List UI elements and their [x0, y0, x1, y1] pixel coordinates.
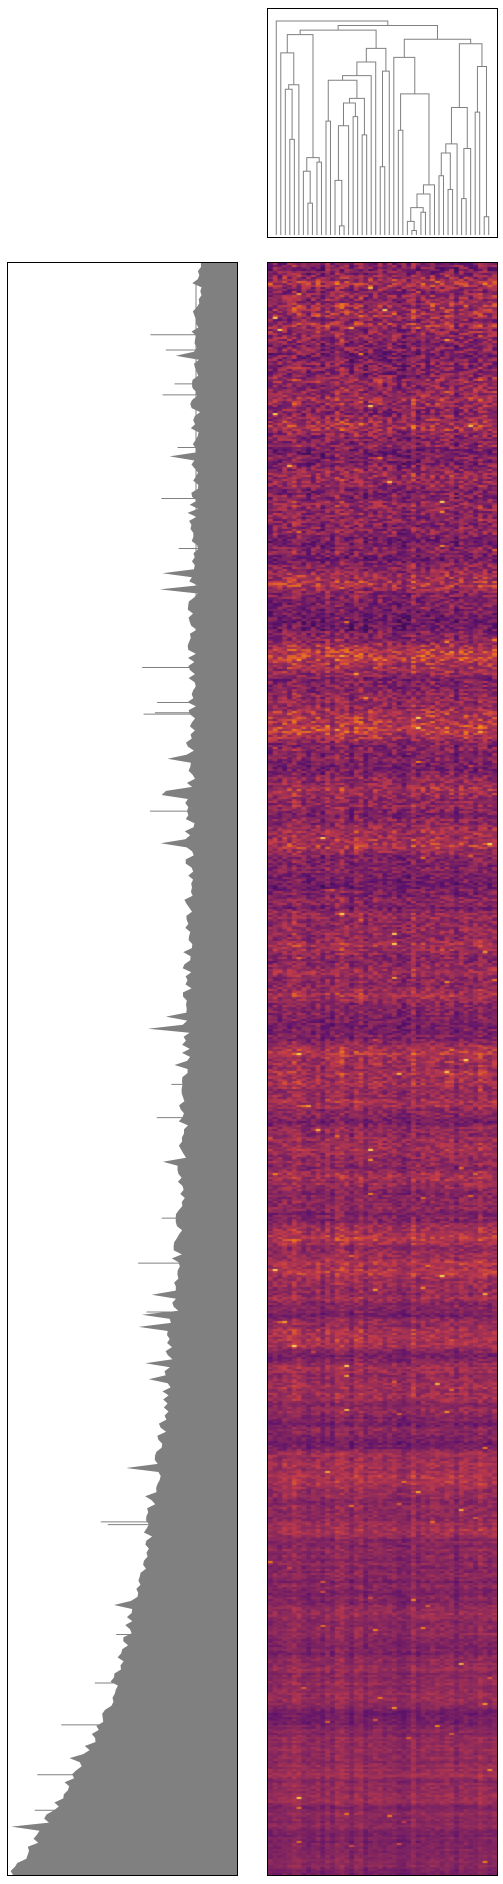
- column-dendrogram-link: [461, 198, 467, 235]
- column-dendrogram-link: [403, 38, 472, 58]
- column-dendrogram-link: [410, 207, 424, 222]
- column-dendrogram-link: [334, 179, 343, 235]
- column-dendrogram-link: [365, 47, 387, 72]
- column-dendrogram-link: [337, 125, 350, 235]
- column-dendrogram-link: [440, 152, 451, 190]
- column-dendrogram-link: [337, 25, 438, 40]
- column-dendrogram-plot: [275, 20, 490, 235]
- column-dendrogram-link: [280, 52, 295, 235]
- column-dendrogram-link: [422, 184, 435, 235]
- column-dendrogram-link: [307, 202, 313, 235]
- column-dendrogram-link: [286, 34, 314, 158]
- column-dendrogram-link: [302, 170, 311, 235]
- column-dendrogram-link: [316, 161, 322, 235]
- column-dendrogram-link: [348, 97, 365, 135]
- row-dendrogram: [7, 262, 238, 1876]
- column-dendrogram-link: [450, 107, 468, 149]
- row-dendrogram-fill: [10, 263, 237, 1875]
- column-dendrogram-link: [339, 225, 345, 235]
- column-dendrogram-link: [438, 175, 445, 235]
- column-dendrogram-link: [445, 143, 458, 235]
- heatmap: [267, 262, 498, 1876]
- column-dendrogram-link: [343, 102, 356, 126]
- column-dendrogram-link: [275, 20, 389, 235]
- column-dendrogram-link: [284, 88, 293, 235]
- column-dendrogram-link: [306, 157, 320, 172]
- column-dendrogram-link: [382, 70, 390, 235]
- column-dendrogram-link: [356, 61, 377, 235]
- column-dendrogram-link: [397, 129, 404, 235]
- column-dendrogram-link: [411, 229, 417, 235]
- column-dendrogram-link: [325, 120, 332, 235]
- column-dendrogram-link: [327, 79, 358, 122]
- column-dendrogram-link: [288, 84, 300, 235]
- column-dendrogram-link: [379, 166, 386, 235]
- column-dendrogram-link: [447, 188, 454, 235]
- column-dendrogram-link: [299, 29, 377, 49]
- column-dendrogram-link: [289, 138, 295, 235]
- column-dendrogram-link: [406, 220, 415, 235]
- heatmap-cells: [268, 263, 497, 1875]
- column-dendrogram-link: [393, 56, 416, 235]
- column-dendrogram-link: [474, 111, 481, 235]
- column-dendrogram-link: [483, 216, 490, 235]
- column-dendrogram-link: [463, 147, 472, 235]
- column-dendrogram-link: [400, 93, 430, 185]
- column-dendrogram-link: [416, 193, 431, 235]
- row-dendrogram-plot: [10, 263, 237, 1875]
- column-dendrogram-link: [476, 66, 487, 217]
- column-dendrogram-link: [361, 134, 368, 235]
- column-dendrogram-link: [420, 211, 426, 235]
- column-dendrogram: [267, 8, 498, 238]
- column-dendrogram-link: [458, 43, 483, 108]
- column-dendrogram-link: [342, 75, 372, 235]
- column-dendrogram-link: [352, 116, 359, 235]
